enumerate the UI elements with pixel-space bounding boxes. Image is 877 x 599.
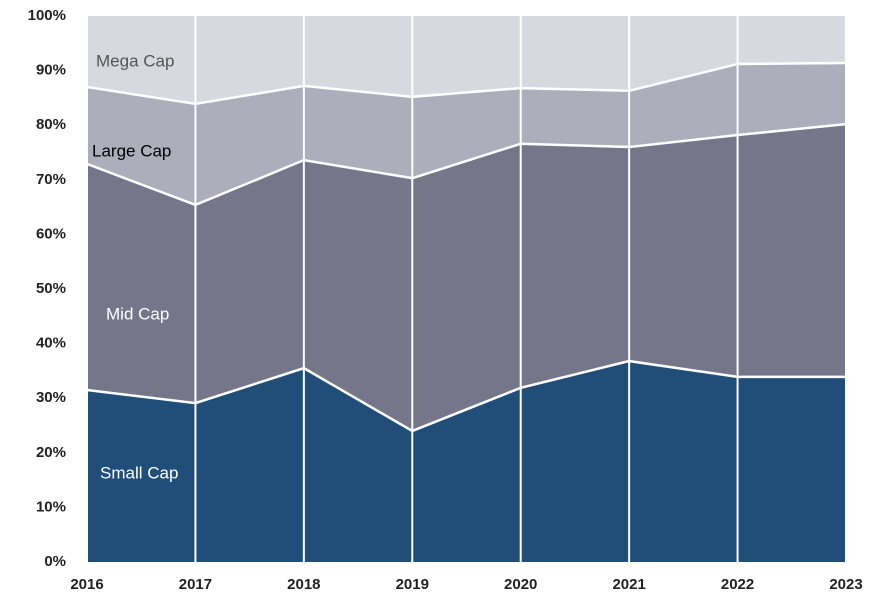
y-tick-label: 30% [36,389,66,406]
y-tick-label: 0% [44,553,66,570]
y-tick-label: 70% [36,171,66,188]
area [87,124,846,431]
series-label: Mid Cap [106,304,169,323]
y-tick-label: 40% [36,335,66,352]
x-tick-label: 2020 [504,576,537,593]
x-tick-label: 2022 [721,576,754,593]
x-tick-label: 2018 [287,576,320,593]
x-tick-label: 2016 [70,576,103,593]
area [87,361,846,562]
series-label: Mega Cap [96,51,174,70]
y-tick-label: 60% [36,225,66,242]
x-tick-label: 2023 [829,576,862,593]
y-tick-label: 20% [36,444,66,461]
area [87,62,846,205]
x-tick-label: 2017 [179,576,212,593]
series-label: Large Cap [92,141,171,160]
y-tick-label: 10% [36,498,66,515]
x-tick-label: 2021 [612,576,645,593]
y-tick-label: 100% [28,7,66,24]
boundary-line [86,61,847,106]
boundary-line [86,122,847,207]
series-label: Small Cap [100,463,178,482]
x-tick-label: 2019 [396,576,429,593]
boundary-line [86,359,846,433]
y-tick-label: 50% [36,280,66,297]
y-tick-label: 80% [36,116,66,133]
area [87,16,846,104]
y-tick-label: 90% [36,62,66,79]
